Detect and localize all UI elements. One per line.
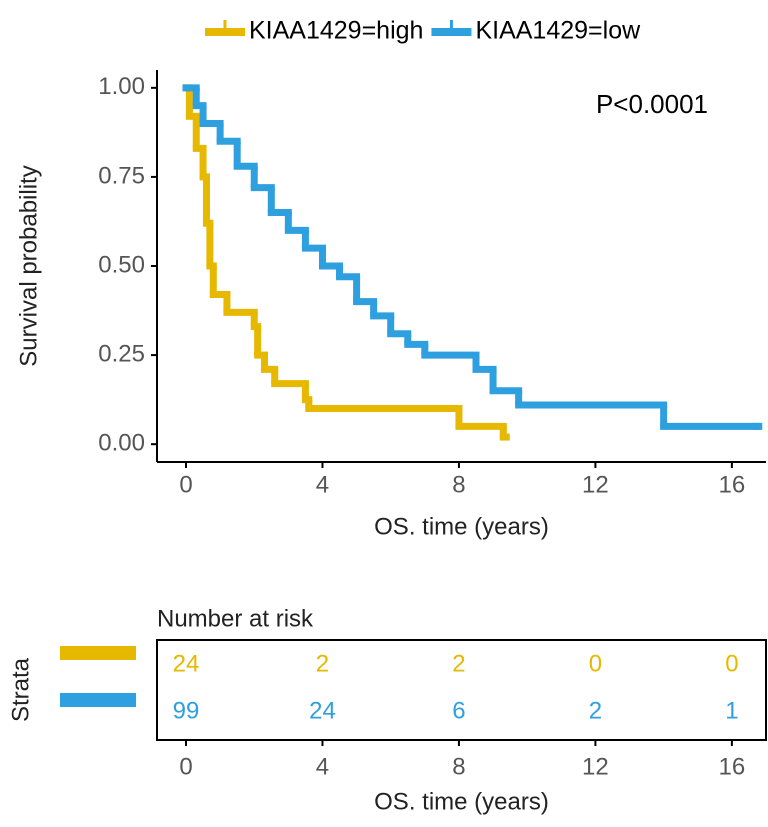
risk-count: 24 — [173, 650, 200, 677]
y-tick-label: 0.50 — [98, 251, 145, 278]
risk-count: 2 — [589, 697, 602, 724]
legend-label: KIAA1429=low — [475, 17, 641, 45]
risk-x-tick-label: 12 — [582, 753, 609, 780]
x-tick-label: 0 — [179, 471, 192, 498]
risk-count: 0 — [725, 650, 738, 677]
x-tick-label: 12 — [582, 471, 609, 498]
risk-count: 2 — [316, 650, 329, 677]
x-tick-label: 4 — [316, 471, 329, 498]
legend-label: KIAA1429=high — [249, 17, 423, 45]
y-tick-label: 1.00 — [98, 73, 145, 100]
y-tick-label: 0.75 — [98, 162, 145, 189]
risk-x-axis-label: OS. time (years) — [374, 788, 549, 815]
y-tick-label: 0.25 — [98, 340, 145, 367]
risk-x-tick-label: 4 — [316, 753, 329, 780]
risk-count: 1 — [725, 697, 738, 724]
risk-count: 2 — [452, 650, 465, 677]
risk-count: 6 — [452, 697, 465, 724]
risk-count: 0 — [589, 650, 602, 677]
x-tick-label: 8 — [452, 471, 465, 498]
risk-table-title: Number at risk — [157, 605, 314, 632]
annotation: P<0.0001 — [596, 89, 708, 119]
risk-x-tick-label: 16 — [719, 753, 746, 780]
risk-x-tick-label: 8 — [452, 753, 465, 780]
x-axis-label: OS. time (years) — [374, 513, 549, 540]
y-axis-label: Survival probability — [15, 165, 42, 366]
risk-table-frame — [156, 639, 767, 741]
risk-count: 24 — [309, 697, 336, 724]
x-tick-label: 16 — [719, 471, 746, 498]
risk-table-y-label: Strata — [7, 657, 34, 722]
y-tick-label: 0.00 — [98, 430, 145, 457]
risk-x-tick-label: 0 — [179, 753, 192, 780]
risk-count: 99 — [173, 697, 200, 724]
